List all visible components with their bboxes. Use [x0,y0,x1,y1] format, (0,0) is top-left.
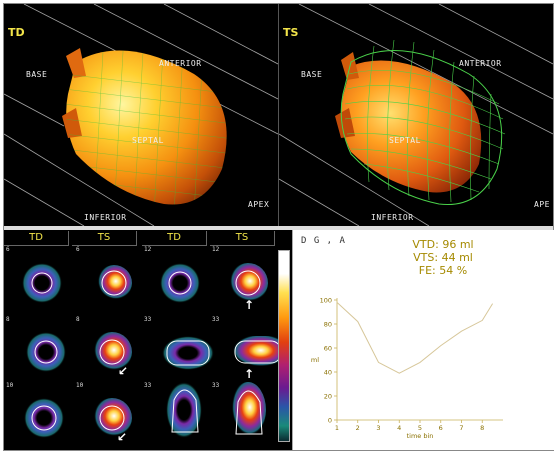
td-ventricle-render [4,4,278,226]
slice-row-1 [22,263,268,303]
x-axis-label: time bin [407,432,434,440]
slice-number: 6 [76,246,80,253]
volume-curve-line [336,302,494,374]
x-tick-label: 8 [480,424,484,432]
col-header-td-1: TD [4,231,69,246]
slice-row-3 [24,382,266,438]
patient-id: D G , A [301,236,346,246]
ts-ventricle-render [279,4,553,226]
ts-3d-view: TS BASE ANTERIOR SEPTAL INFERIOR APE [279,4,553,226]
panel-divider [278,4,279,226]
ts-panel-label: TS [283,26,299,39]
fe-value: FE: 54 % [418,264,468,277]
td-3d-view: TD BASE ANTERIOR SEPTAL INFERIOR APEX [4,4,278,226]
slice-number: 10 [76,382,84,389]
orientation-septal: SEPTAL [389,136,421,145]
slice-number: 12 [144,246,152,253]
slice-number: 12 [212,246,220,253]
arrow-down-left-icon: ↙ [117,430,128,444]
y-tick-label: 20 [324,393,332,401]
orientation-base: BASE [301,70,323,79]
slice-number: 8 [6,316,10,323]
orientation-base: BASE [26,70,48,79]
orientation-apex: APE [534,200,550,209]
orientation-inferior: INFERIOR [371,213,414,222]
figure-frame: TD BASE ANTERIOR SEPTAL INFERIOR APEX [3,3,554,451]
arrow-down-left-icon: ↙ [118,364,129,378]
slice-number: 10 [6,382,14,389]
x-tick-label: 3 [376,424,380,432]
y-tick-label: 0 [328,417,332,425]
y-tick-label: 60 [324,345,332,353]
x-tick-label: 4 [397,424,401,432]
color-scale-bar [278,250,290,442]
volume-curve-chart: 0 20 40 60 80 100 1 2 3 4 5 6 7 8 time bin ml [311,297,503,440]
slice-number: 8 [76,316,80,323]
y-tick-label: 40 [324,369,332,377]
orientation-anterior: ANTERIOR [159,59,202,68]
x-tick-label: 6 [439,424,443,432]
td-panel-label: TD [8,26,25,39]
slice-number: 33 [144,316,152,323]
col-header-td-2: TD [142,231,207,246]
x-tick-label: 2 [356,424,360,432]
section-divider [4,226,553,230]
td-ventricle-surface [62,48,227,205]
slice-grid: TD TS TD TS [4,230,291,450]
slice-number: 33 [144,382,152,389]
volume-curve-panel: D G , A VTD: 96 ml VTS: 44 ml FE: 54 % 0… [292,230,554,450]
orientation-septal: SEPTAL [132,136,164,145]
y-tick-label: 100 [320,297,332,305]
results-metrics: VTD: 96 ml VTS: 44 ml FE: 54 % [393,238,493,277]
orientation-apex: APEX [248,200,270,209]
col-header-ts-2: TS [210,231,275,246]
x-tick-label: 1 [335,424,339,432]
vts-value: VTS: 44 ml [413,251,473,264]
slice-number: 6 [6,246,10,253]
orientation-inferior: INFERIOR [84,213,127,222]
vtd-value: VTD: 96 ml [412,238,474,251]
grid-lines [279,4,553,226]
slice-row-2 [26,332,286,372]
y-tick-label: 80 [324,321,332,329]
y-axis-label: ml [311,356,319,364]
col-header-ts-1: TS [72,231,137,246]
slice-number: 33 [212,316,220,323]
ts-mesh-overlay [340,39,506,206]
arrow-up-icon: ↑ [244,367,255,381]
slice-images [22,263,286,438]
x-tick-label: 5 [418,424,422,432]
x-tick-label: 7 [459,424,463,432]
arrow-up-icon: ↑ [244,298,255,312]
slice-number: 33 [212,382,220,389]
orientation-anterior: ANTERIOR [459,59,502,68]
